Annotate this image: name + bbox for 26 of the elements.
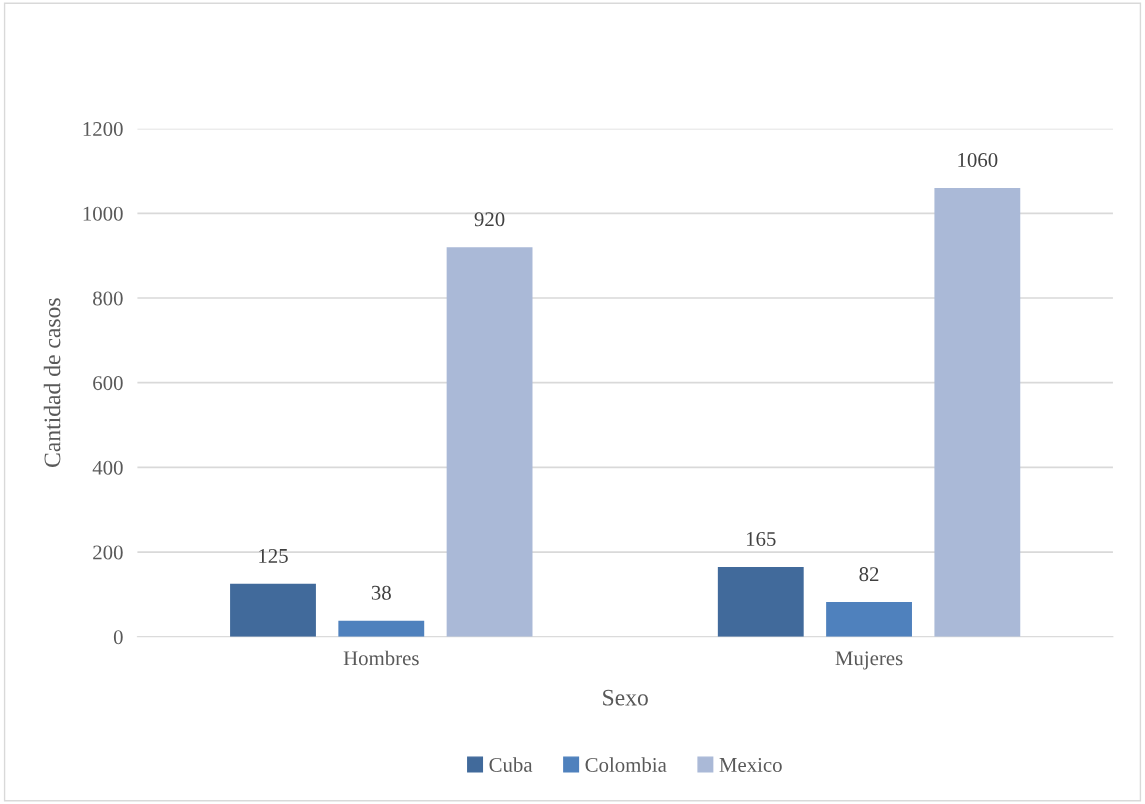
bar (717, 566, 804, 637)
y-tick-label: 400 (92, 460, 123, 475)
bar (446, 247, 533, 637)
legend-label: Colombia (585, 757, 667, 772)
legend-label: Cuba (489, 757, 533, 772)
y-axis-title: Cantidad de casos (43, 298, 61, 467)
y-tick-label: 800 (93, 291, 123, 306)
x-axis-title: Sexo (603, 689, 648, 706)
data-label: 1060 (958, 152, 998, 168)
x-tick-label: Hombres (343, 650, 419, 666)
legend-label: Mexico (719, 757, 782, 772)
y-tick-label: 1200 (83, 122, 123, 137)
bar (826, 602, 912, 637)
y-tick-label: 200 (93, 545, 123, 560)
data-label: 920 (474, 212, 505, 227)
x-tick-label: Mujeres (835, 651, 903, 670)
bar (230, 583, 316, 637)
y-tick-label: 0 (113, 630, 123, 645)
y-tick-label: 600 (93, 376, 123, 391)
bar (338, 620, 425, 637)
data-label: 38 (371, 585, 391, 600)
data-label: 82 (859, 567, 879, 582)
data-label: 125 (259, 548, 288, 563)
data-label: 165 (746, 532, 776, 546)
y-tick-label: 1000 (83, 206, 123, 221)
bar (934, 187, 1021, 637)
